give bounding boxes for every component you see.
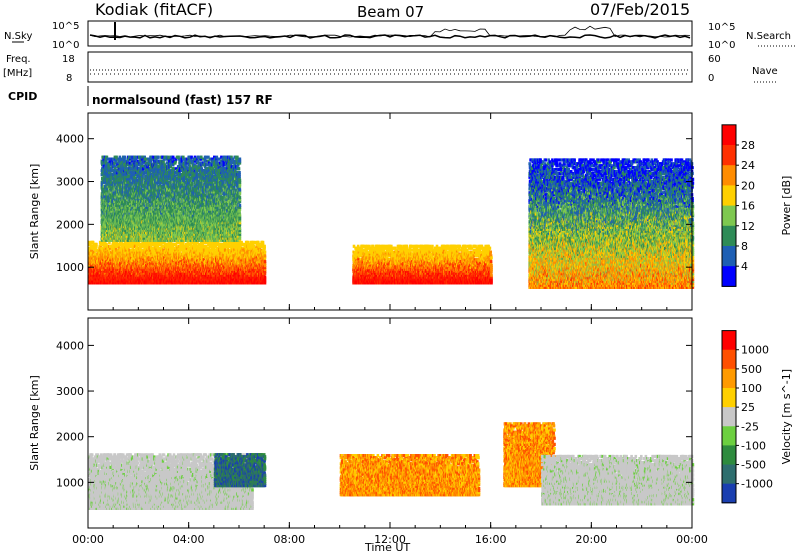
cpid-label: CPID: [8, 90, 37, 103]
freq-tick-top: 18: [62, 54, 75, 65]
freq-unit-label: [MHz]: [3, 68, 32, 79]
nave-tick-bottom: 0: [708, 73, 714, 84]
noise-tick-bottom-left: 10^0: [52, 40, 79, 51]
nsearch-label: N.Search: [746, 31, 791, 42]
noise-panel: [88, 21, 692, 46]
date-title: 07/Feb/2015: [590, 0, 690, 19]
nave-tick-top: 60: [708, 54, 721, 65]
nsearch-series-line: [90, 26, 690, 37]
beam-title: Beam 07: [357, 3, 424, 21]
echo-cell: [95, 243, 98, 246]
cpid-value: normalsound (fast) 157 RF: [92, 93, 273, 107]
station-title: Kodiak (fitACF): [95, 0, 213, 19]
freq-tick-bottom: 8: [66, 73, 72, 84]
radar-summary-plot: Kodiak (fitACF) Beam 07 07/Feb/2015 N.Sk…: [0, 0, 800, 554]
freq-panel: [88, 52, 692, 82]
freq-label: Freq.: [6, 54, 31, 65]
noise-tick-bottom-right: 10^0: [708, 40, 735, 51]
noise-tick-top-left: 10^5: [52, 21, 79, 32]
noise-tick-top-right: 10^5: [708, 22, 735, 33]
nave-label: Nave: [752, 66, 778, 77]
nsky-label: N.Sky: [4, 31, 32, 42]
